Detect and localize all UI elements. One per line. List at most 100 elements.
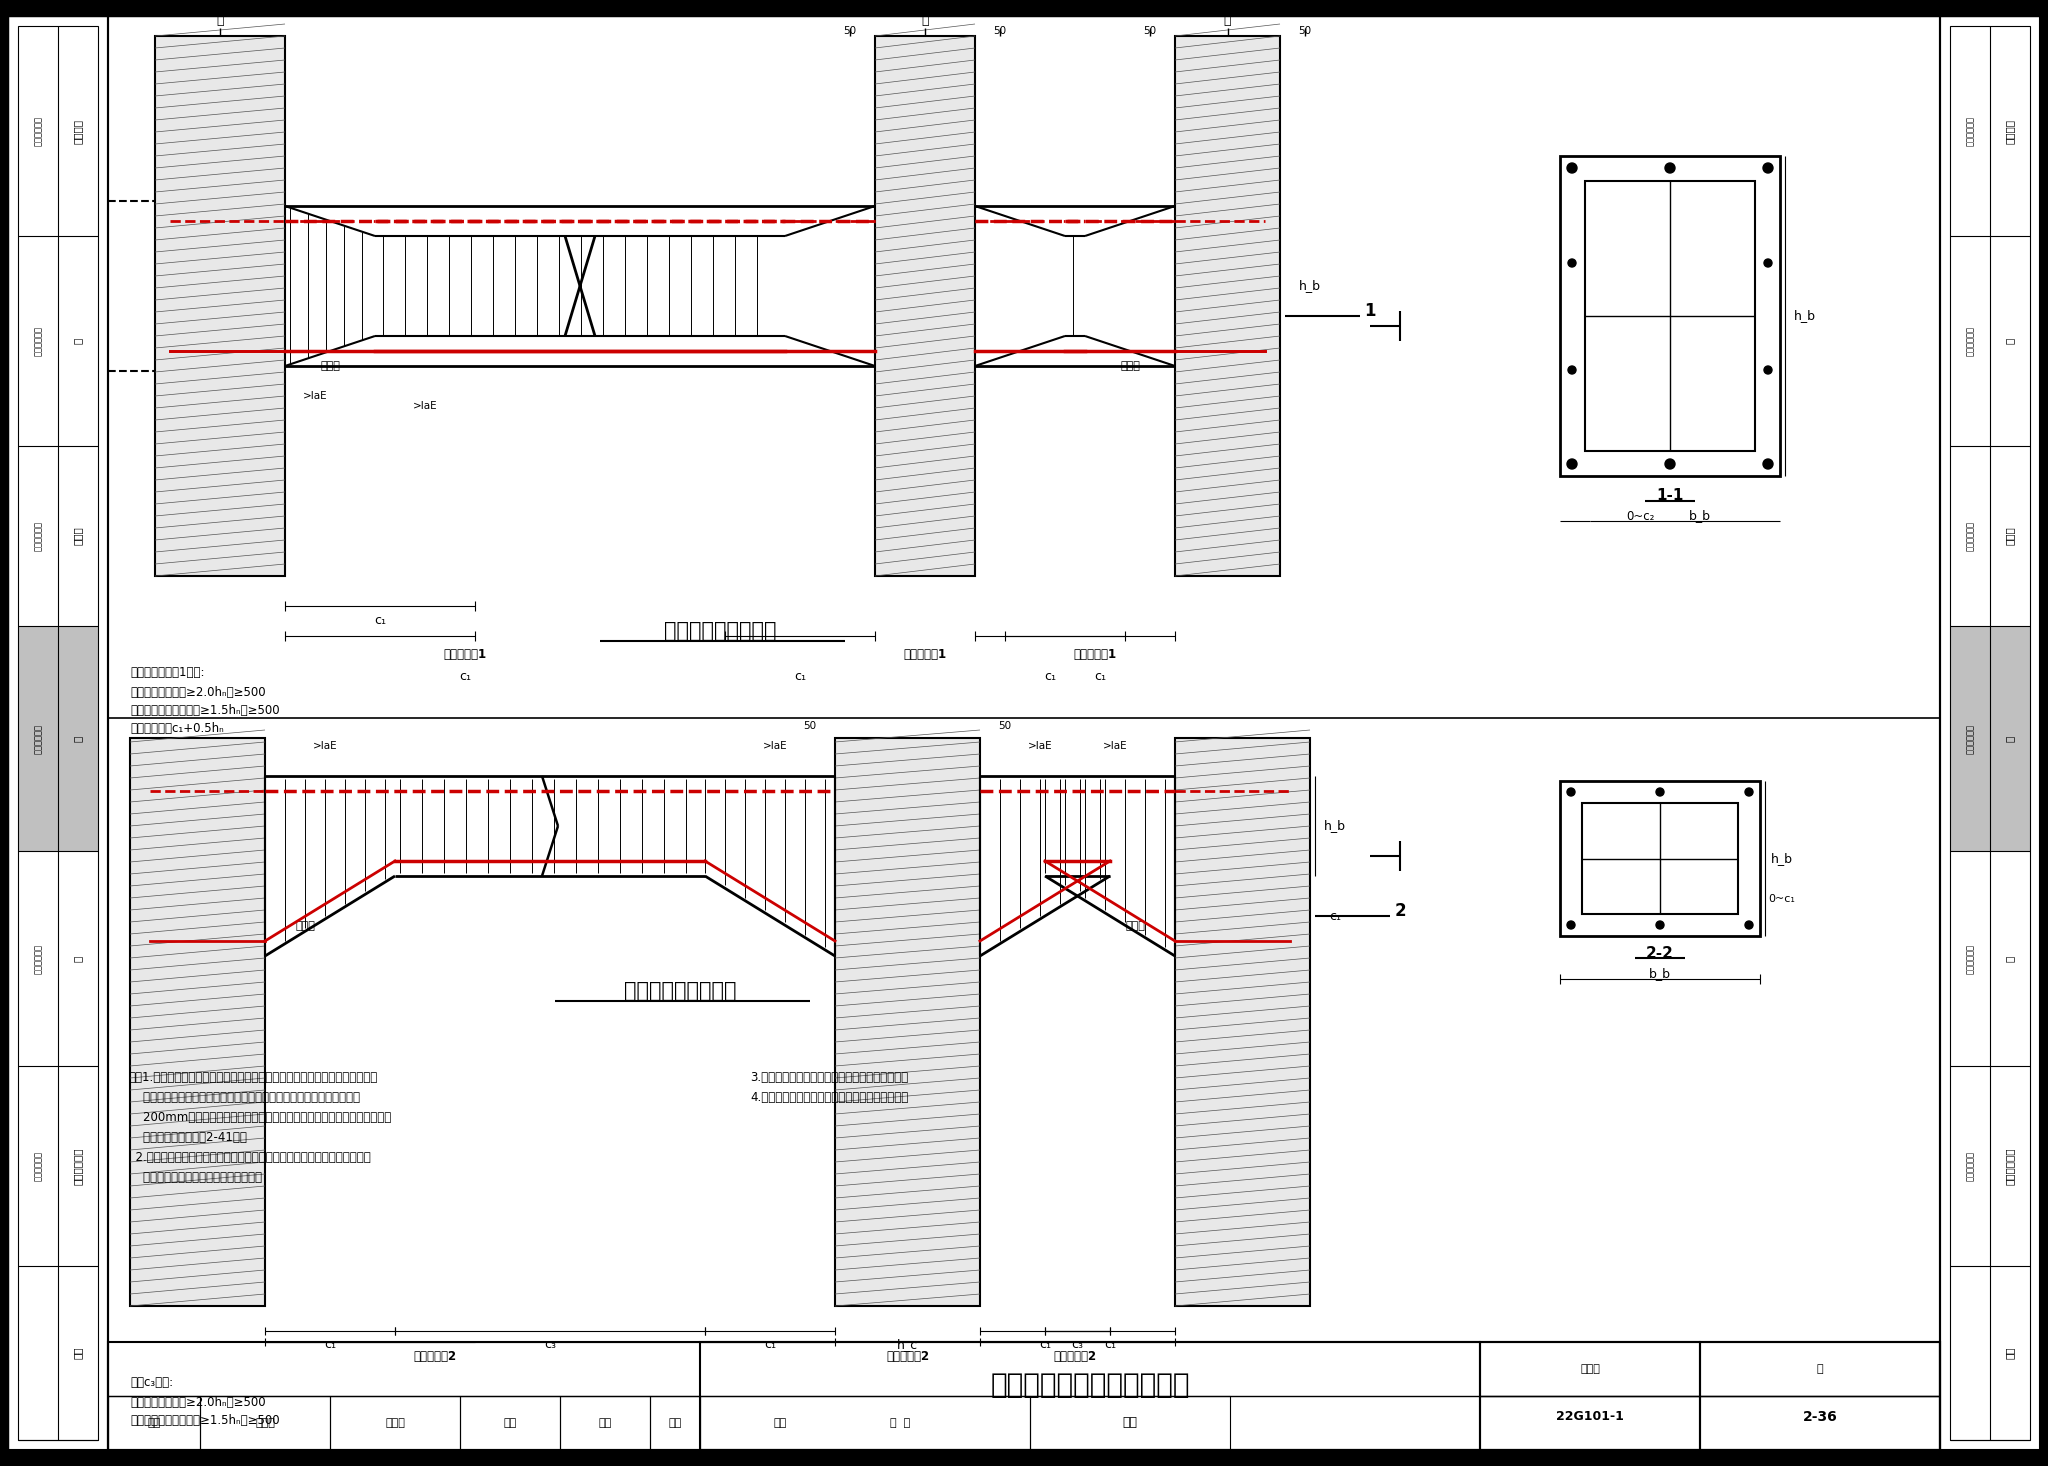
Text: 附录: 附录 bbox=[74, 1347, 84, 1359]
Text: 其他相关构造: 其他相关构造 bbox=[2005, 1148, 2015, 1185]
Text: 标准构造详图: 标准构造详图 bbox=[33, 944, 43, 973]
Text: c₁: c₁ bbox=[795, 670, 807, 683]
Text: 构造筋，见本图集第2-41页。: 构造筋，见本图集第2-41页。 bbox=[127, 1130, 248, 1143]
Text: 标准构造详图: 标准构造详图 bbox=[1966, 724, 1974, 754]
Text: 箍筋加密区2: 箍筋加密区2 bbox=[414, 1350, 457, 1362]
Text: 审核: 审核 bbox=[147, 1418, 160, 1428]
Bar bbox=[1700, 1341, 1939, 1450]
Bar bbox=[0, 0, 2048, 16]
Text: 箍筋加密区2: 箍筋加密区2 bbox=[1053, 1350, 1096, 1362]
Text: 框架梁水平、竖向加腋构造: 框架梁水平、竖向加腋构造 bbox=[991, 1371, 1190, 1399]
Text: c₁: c₁ bbox=[1329, 909, 1341, 922]
Text: 标准构造详图: 标准构造详图 bbox=[1966, 520, 1974, 551]
Bar bbox=[1581, 803, 1739, 913]
Circle shape bbox=[1569, 366, 1577, 374]
Circle shape bbox=[1763, 163, 1774, 173]
Text: 页: 页 bbox=[1817, 1363, 1823, 1374]
Text: 标准构造详图: 标准构造详图 bbox=[1966, 944, 1974, 973]
Text: >laE: >laE bbox=[762, 740, 786, 751]
Text: 框架梁水平加腋构造: 框架梁水平加腋构造 bbox=[664, 622, 776, 641]
Bar bbox=[461, 1396, 559, 1450]
Text: h_b: h_b bbox=[1298, 280, 1321, 293]
Text: >laE: >laE bbox=[1102, 740, 1126, 751]
Text: c₁: c₁ bbox=[375, 614, 385, 627]
Bar bbox=[2040, 0, 2048, 1466]
Text: 0~c₂: 0~c₂ bbox=[1626, 510, 1655, 522]
Text: 柱: 柱 bbox=[74, 337, 84, 345]
Text: 2.本图中框架梁竖向加腋构造适用于加腋部分参与框架梁计算，配筋由设计: 2.本图中框架梁竖向加腋构造适用于加腋部分参与框架梁计算，配筋由设计 bbox=[127, 1151, 371, 1164]
Bar bbox=[109, 16, 1939, 1450]
Text: c₁: c₁ bbox=[1044, 670, 1057, 683]
Text: 50: 50 bbox=[993, 26, 1006, 37]
Text: 柱: 柱 bbox=[2005, 337, 2015, 345]
Bar bbox=[1950, 26, 2030, 1440]
Text: 50: 50 bbox=[1143, 26, 1157, 37]
Text: 标准构造详图: 标准构造详图 bbox=[1966, 325, 1974, 356]
Text: 柱: 柱 bbox=[1225, 15, 1231, 28]
Text: 注：1.当梁结构平法施工图中，水平加腋部位的配筋设计未给出时，其梁腋上下: 注：1.当梁结构平法施工图中，水平加腋部位的配筋设计未给出时，其梁腋上下 bbox=[127, 1072, 377, 1083]
Text: >laE: >laE bbox=[1028, 740, 1053, 751]
Text: 抗震等级为二～四级：≥1.5hₙ且≥500: 抗震等级为二～四级：≥1.5hₙ且≥500 bbox=[129, 1415, 281, 1426]
Text: 箍筋加密区1: 箍筋加密区1 bbox=[444, 648, 487, 661]
Bar bbox=[700, 1341, 1481, 1450]
Text: 附加筋: 附加筋 bbox=[1120, 361, 1141, 371]
Text: 50: 50 bbox=[844, 26, 856, 37]
Text: 2-36: 2-36 bbox=[1802, 1410, 1837, 1423]
Bar bbox=[1950, 626, 2030, 850]
Bar bbox=[1939, 16, 2040, 1450]
Text: 吴汉福: 吴汉福 bbox=[256, 1418, 274, 1428]
Circle shape bbox=[1745, 789, 1753, 796]
Bar bbox=[1561, 155, 1780, 476]
Text: c₁: c₁ bbox=[324, 1338, 336, 1352]
Text: 标准构造详图: 标准构造详图 bbox=[33, 724, 43, 754]
Bar bbox=[649, 1396, 700, 1450]
Bar bbox=[201, 1396, 330, 1450]
Text: 徐  莉: 徐 莉 bbox=[891, 1418, 909, 1428]
Text: c₁: c₁ bbox=[1038, 1338, 1051, 1352]
Text: 附加筋: 附加筋 bbox=[1124, 921, 1145, 931]
Circle shape bbox=[1763, 259, 1772, 267]
Bar bbox=[1030, 1396, 1231, 1450]
Text: 其他相关构造: 其他相关构造 bbox=[74, 1148, 84, 1185]
Text: 箍筋加密区1: 箍筋加密区1 bbox=[903, 648, 946, 661]
Bar bbox=[1561, 781, 1759, 935]
Text: 22G101-1: 22G101-1 bbox=[1556, 1410, 1624, 1423]
Text: 0~c₁: 0~c₁ bbox=[1769, 894, 1796, 905]
Text: h_b: h_b bbox=[1794, 309, 1817, 323]
Text: 柱: 柱 bbox=[217, 15, 223, 28]
Circle shape bbox=[1665, 459, 1675, 469]
Bar bbox=[700, 1396, 1030, 1450]
Circle shape bbox=[1745, 921, 1753, 929]
Bar bbox=[18, 26, 98, 1440]
Text: 板: 板 bbox=[74, 956, 84, 962]
Bar bbox=[18, 626, 98, 850]
Circle shape bbox=[1567, 163, 1577, 173]
Circle shape bbox=[1567, 459, 1577, 469]
Bar bbox=[1481, 1341, 1700, 1450]
Circle shape bbox=[1567, 921, 1575, 929]
Text: 剪力墙: 剪力墙 bbox=[74, 526, 84, 545]
Text: 图中箍筋加密区1取值:: 图中箍筋加密区1取值: bbox=[129, 666, 205, 679]
Bar bbox=[109, 1341, 1939, 1450]
Circle shape bbox=[1657, 789, 1663, 796]
Text: 伍斌: 伍斌 bbox=[1122, 1416, 1137, 1429]
Text: 校对: 校对 bbox=[504, 1418, 516, 1428]
Text: c₃: c₃ bbox=[545, 1338, 555, 1352]
Text: b_b: b_b bbox=[1649, 968, 1671, 981]
Text: c₁: c₁ bbox=[1094, 670, 1106, 683]
Text: 箍筋加密区2: 箍筋加密区2 bbox=[887, 1350, 930, 1362]
Text: c₃: c₃ bbox=[1071, 1338, 1083, 1352]
Text: 罗域: 罗域 bbox=[598, 1418, 612, 1428]
Text: h_b: h_b bbox=[1323, 819, 1346, 833]
Text: 50: 50 bbox=[999, 721, 1012, 732]
Bar bbox=[1585, 180, 1755, 452]
Text: c₁: c₁ bbox=[459, 670, 471, 683]
Text: 2: 2 bbox=[1395, 902, 1405, 921]
Text: 一般构造: 一般构造 bbox=[74, 119, 84, 144]
Circle shape bbox=[1763, 366, 1772, 374]
Text: h_c: h_c bbox=[897, 1338, 918, 1352]
Text: 柱: 柱 bbox=[922, 15, 928, 28]
Text: 斜纵筋（仅设置第一排）直径分别同梁内上下纵筋，水平间距不宜大于: 斜纵筋（仅设置第一排）直径分别同梁内上下纵筋，水平间距不宜大于 bbox=[127, 1091, 360, 1104]
Text: 标准构造详图: 标准构造详图 bbox=[33, 116, 43, 147]
Text: 4.附加筋在柱内锚固也可按端支座形式分别锚固。: 4.附加筋在柱内锚固也可按端支座形式分别锚固。 bbox=[750, 1091, 907, 1104]
